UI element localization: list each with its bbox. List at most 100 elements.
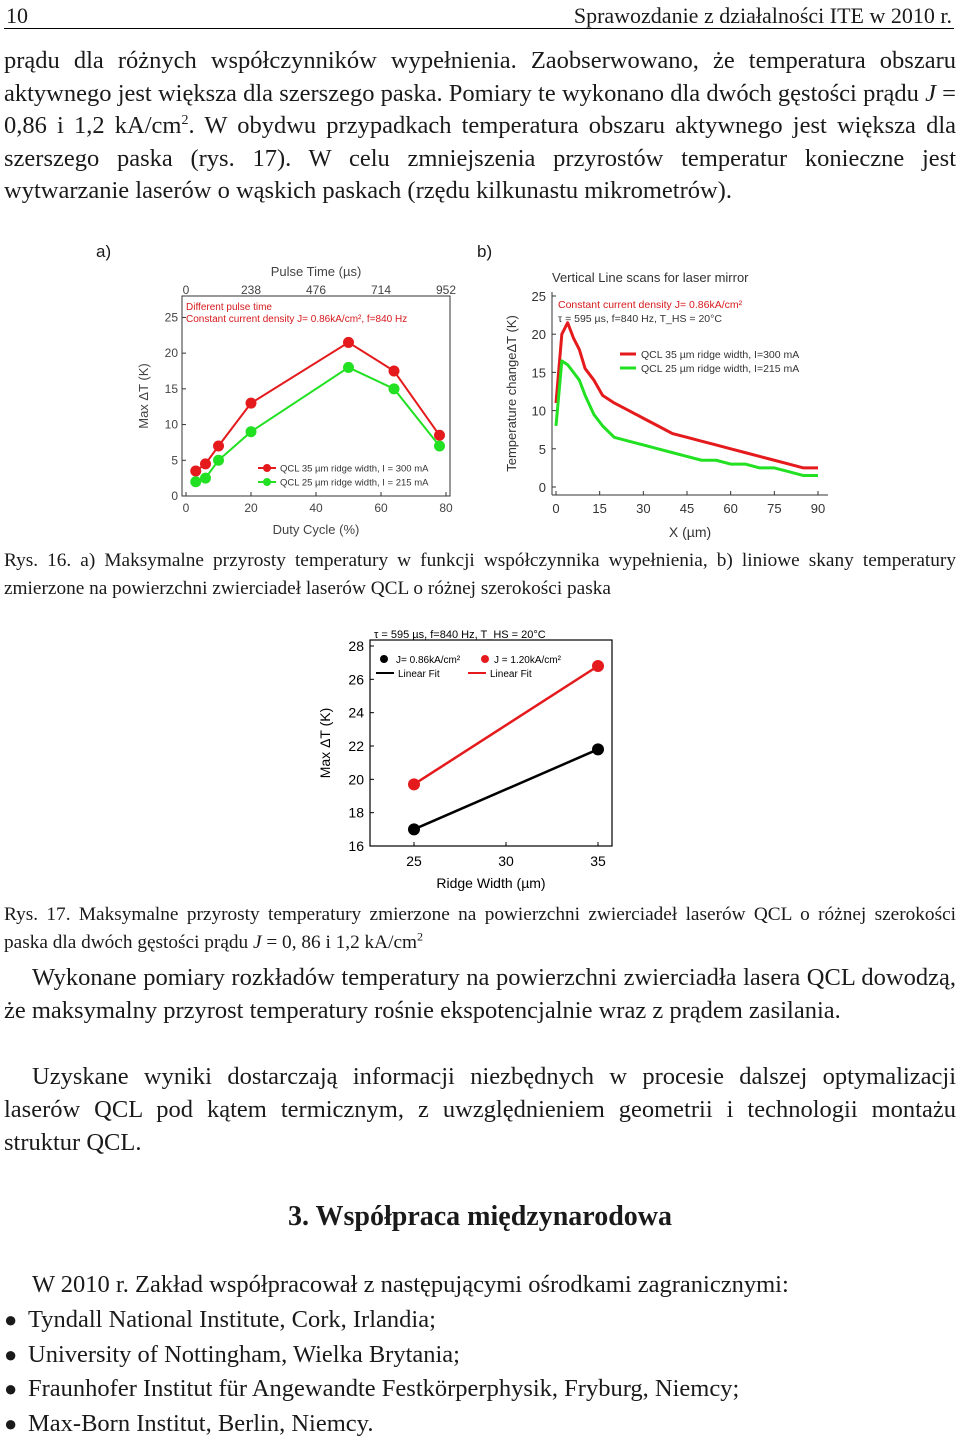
x-tick-label: 30 [498,853,514,869]
data-point [190,465,202,477]
institutions-list: ● Tyndall National Institute, Cork, Irlan… [0,1303,739,1442]
data-point [592,743,604,756]
x-tick-label: 90 [811,501,825,516]
data-point [245,397,257,409]
section-title: 3. Współpraca międzynarodowa [288,1201,672,1232]
data-point [408,778,420,791]
y-tick-label: 10 [532,404,546,419]
annotation: τ = 595 µs, f=840 Hz, T_HS = 20°C [558,313,722,325]
y-tick-label: 18 [348,805,364,821]
y-tick-label: 25 [532,289,546,304]
caption-figure-16: Rys. 16. a) Maksymalne przyrosty tempera… [4,550,956,599]
x-axis-label: Duty Cycle (%) [273,522,360,537]
y-tick-label: 20 [532,327,546,342]
y-tick-label: 15 [165,382,179,396]
y-tick-label: 0 [171,489,178,503]
data-point [213,440,224,452]
chart-title: τ = 595 µs, f=840 Hz, T_HS = 20°C [374,629,546,641]
x-tick-label: 40 [309,501,323,515]
y-tick-label: 20 [348,771,364,787]
fit-line [413,664,599,786]
panel-label-b: b) [477,242,493,261]
bullet-icon: ● [4,1341,18,1367]
paragraph-intro: prądu dla różnych współczynników wypełni… [4,47,956,205]
y-tick-label: 5 [171,453,178,467]
paragraph-cooperation: W 2010 r. Zakład współpracował z następu… [32,1271,789,1298]
legend-label: QCL 35 µm ridge width, I=300 mA [641,349,799,361]
data-point [343,361,354,373]
chart-title: Pulse Time (µs) [271,264,362,279]
legend-label: Linear Fit [490,669,532,680]
legend-label: QCL 35 µm ridge width, I = 300 mA [280,464,429,475]
y-tick-label: 24 [348,705,364,721]
y-axis-label: Temperature changeΔT (K) [504,315,519,472]
legend-marker [481,655,489,663]
y-tick-label: 16 [348,838,364,854]
x-tick-label: 15 [592,501,606,516]
y-tick-label: 22 [348,738,364,754]
page-number: 10 [6,3,28,28]
series-line [554,359,818,478]
legend-label: QCL 25 µm ridge width, I = 215 mA [280,478,429,489]
legend-label: J = 1.20kA/cm² [494,655,562,666]
bullet-icon: ● [4,1307,18,1332]
x-tick-label: 45 [680,501,694,516]
y-tick-label: 28 [348,638,364,654]
y-axis-label: Max ΔT (K) [136,363,151,429]
data-point [200,458,211,470]
legend-marker [263,464,271,472]
x-axis-label: Ridge Width (µm) [436,875,545,891]
variable-j: J [925,79,936,107]
x-tick-label: 80 [439,501,453,515]
chart-title: Vertical Line scans for laser mirror [552,270,749,285]
legend-label: QCL 25 µm ridge width, I=215 mA [641,363,799,375]
chart-line-scans: Vertical Line scans for laser mirror 0 15 3… [504,270,828,540]
x-tick-label: 35 [590,853,606,869]
paragraph-optimization: Uzyskane wyniki dostarczają informacji n… [4,1063,956,1156]
annotation: Different pulse time [186,302,272,313]
list-item: ● University of Nottingham, Wielka Brytan… [0,1338,739,1373]
data-point [592,660,604,672]
data-point [408,823,420,836]
bullet-icon: ● [4,1411,18,1437]
data-point [388,365,400,377]
series-line [195,341,441,472]
running-title: Sprawozdanie z działalności ITE w 2010 r… [573,3,952,28]
x-tick-label: 20 [244,501,258,515]
data-point [434,429,445,441]
y-tick-label: 10 [165,418,179,432]
x-tick-label: 60 [723,501,737,516]
y-tick-label: 15 [532,365,546,380]
y-tick-label: 20 [165,346,179,360]
annotation: Constant current density J= 0.86kA/cm², … [186,314,407,325]
x-tick-label: 0 [552,501,559,516]
list-item: ● Fraunhofer Institut für Angewandte Fest… [0,1372,739,1407]
chart-ridge-width: τ = 595 µs, f=840 Hz, T_HS = 20°C 25 30 35 R… [317,629,613,891]
panel-label-a: a) [96,242,112,261]
fit-line [413,748,599,831]
top-tick-label: 0 [183,283,190,297]
top-tick-label: 238 [241,283,261,297]
plot-frame [369,639,613,847]
x-tick-label: 75 [767,501,781,516]
legend-label: Linear Fit [398,669,440,680]
y-tick-label: 25 [165,310,179,324]
annotation: Constant current density J= 0.86kA/cm² [558,299,743,311]
top-tick-label: 952 [436,283,456,297]
series-line [554,321,818,470]
chart-duty-cycle: Pulse Time (µs) 0 238 476 714 952 0 20 40 60 80 Dut… [136,264,456,537]
legend-marker [380,655,388,663]
x-tick-label: 30 [636,501,650,516]
legend-marker [263,478,271,486]
data-point [213,454,224,466]
y-tick-label: 0 [539,480,546,495]
legend-label: J= 0.86kA/cm² [396,655,461,666]
bullet-icon: ● [4,1376,18,1402]
caption-figure-17: Rys. 17. Maksymalne przyrosty temperatur… [4,904,956,953]
top-tick-label: 476 [306,283,326,297]
list-item: ● Max-Born Institut, Berlin, Niemcy. [0,1407,739,1442]
x-axis-label: X (µm) [669,524,711,540]
x-tick-label: 0 [183,501,190,515]
y-tick-label: 5 [539,442,546,457]
data-point [200,472,211,484]
